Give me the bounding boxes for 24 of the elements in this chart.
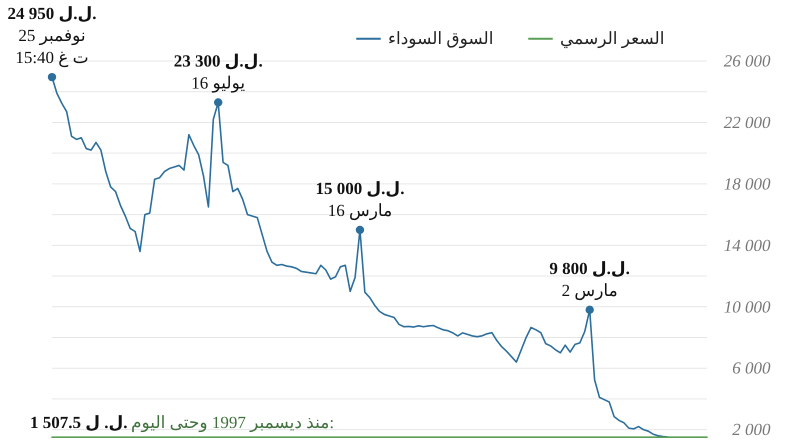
y-tick-label: 10 000 — [724, 297, 771, 316]
data-label: 1 507.5 ل. ل. — [30, 413, 128, 432]
data-label: 15 000 ل.ل. — [315, 178, 404, 198]
legend-label: السوق السوداء — [388, 28, 494, 49]
point — [48, 72, 56, 82]
data-label: 24 950 ل.ل. — [7, 4, 97, 24]
y-tick-label: 6 000 — [732, 358, 771, 378]
annotation: 15:40 ت غ — [15, 48, 89, 68]
y-tick-label: 26 000 — [724, 52, 771, 70]
annotation: 2 مارس — [562, 280, 618, 301]
point — [586, 306, 594, 314]
annotation: 16 يوليو — [191, 73, 246, 94]
data-label: 23 300 ل.ل. — [174, 51, 263, 70]
annotation: 25 نوفمبر — [18, 26, 86, 46]
annotation: 16 مارس — [328, 200, 392, 221]
legend-label: السعر الرسمي — [560, 28, 664, 49]
point — [356, 226, 364, 234]
annotation: منذ ديسمبر 1997 وحتى اليوم: — [131, 413, 334, 434]
y-tick-label: 14 000 — [724, 236, 771, 255]
y-tick-label: 2 000 — [732, 420, 771, 440]
data-label: 9 800 ل.ل. — [549, 258, 630, 278]
point — [214, 98, 222, 107]
y-tick-label: 22 000 — [724, 112, 771, 132]
y-tick-label: 18 000 — [724, 174, 771, 194]
